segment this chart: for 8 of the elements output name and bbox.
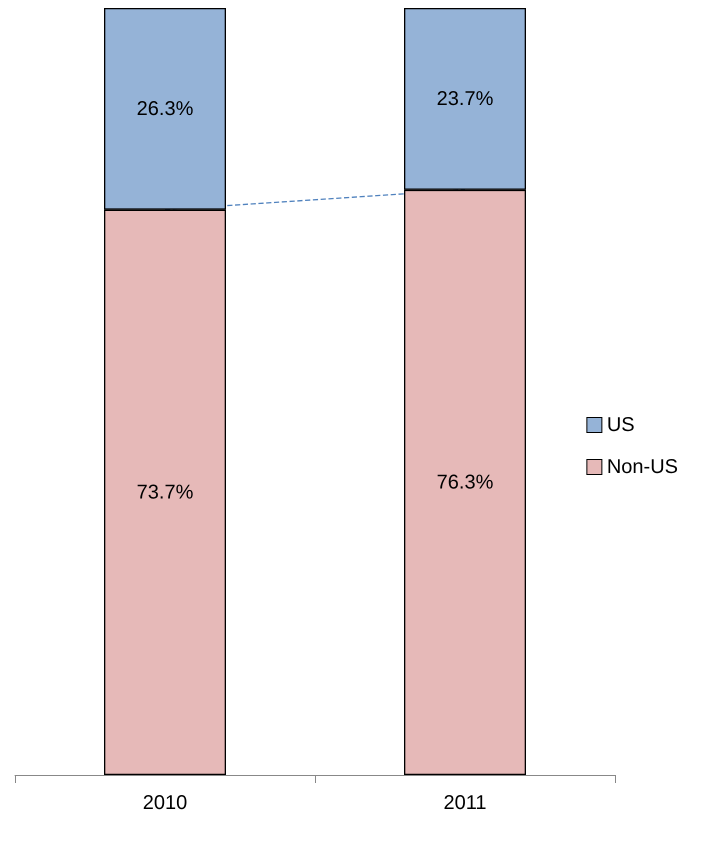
x-tick-label: 2010 [142,792,188,814]
x-tick-label: 2011 [443,792,487,814]
legend-label: US [606,414,635,436]
data-label: 23.7% [436,88,494,110]
data-label: 76.3% [436,471,494,494]
data-label: 26.3% [136,98,194,120]
data-label: 73.7% [136,481,194,504]
legend-label: Non-US [606,456,678,478]
